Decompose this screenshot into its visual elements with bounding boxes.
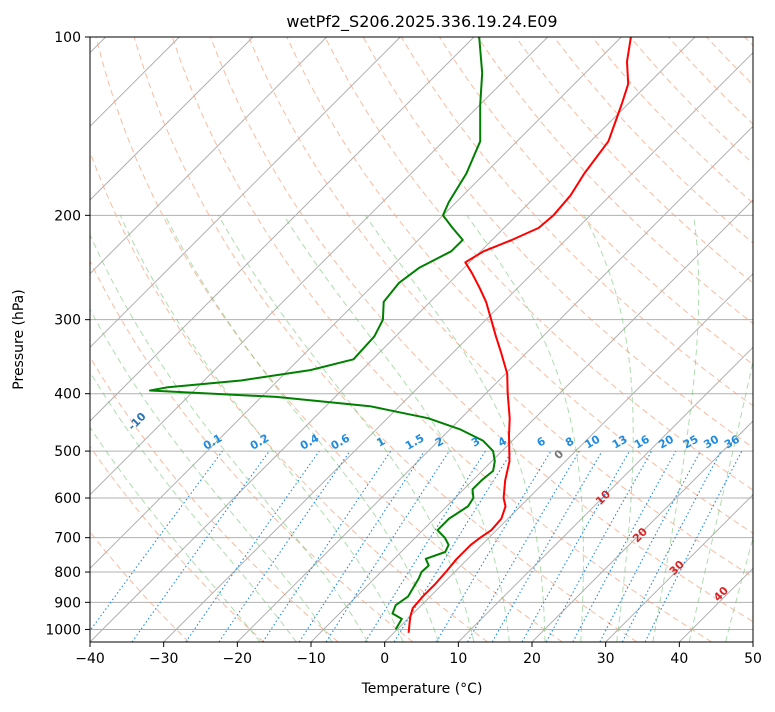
dry-adiabat-line: [554, 37, 775, 642]
dry-adiabat-line: [516, 37, 775, 642]
moist-adiabat-label: 0: [552, 447, 567, 462]
isotherm-gridline: [164, 37, 769, 642]
mixing-ratio-label: 0.6: [329, 431, 353, 452]
mixing-ratio-label: 2: [433, 435, 446, 450]
mixing-ratio-label: 0.1: [201, 432, 224, 453]
dry-adiabat-line: [592, 37, 775, 642]
moist-adiabat-label: 30: [667, 558, 687, 578]
dry-adiabat-line: [707, 37, 775, 642]
moist-adiabat-line: [467, 215, 584, 642]
y-axis-label: Pressure (hPa): [11, 289, 27, 389]
mixing-ratio-line: [219, 451, 350, 642]
dewpoint-profile-line: [150, 37, 495, 629]
y-tick-label: 100: [54, 30, 81, 46]
moist-adiabat-line: [219, 215, 474, 642]
x-axis-label: Temperature (°C): [361, 681, 483, 697]
y-tick-label: 900: [54, 595, 81, 611]
x-tick-label: 40: [670, 651, 688, 667]
mixing-ratio-line: [436, 451, 551, 642]
mixing-ratio-line: [573, 451, 676, 642]
mixing-ratio-line: [299, 451, 424, 642]
isotherm-gridline: [532, 37, 775, 642]
mixing-ratio-label: 16: [632, 432, 652, 451]
mixing-ratio-label: 0.4: [298, 431, 322, 452]
x-tick-label: 50: [744, 651, 762, 667]
dry-adiabat-label: -10: [125, 410, 148, 433]
y-tick-label: 700: [54, 531, 81, 547]
isotherm-gridline: [311, 37, 775, 642]
y-tick-label: 500: [54, 444, 81, 460]
mixing-ratio-label: 4: [496, 434, 509, 449]
y-tick-label: 200: [54, 208, 81, 224]
dry-adiabat-line: [0, 37, 189, 642]
mixing-ratio-line: [600, 451, 701, 642]
mixing-ratio-line: [365, 451, 485, 642]
moist-adiabat-line: [120, 215, 403, 642]
isotherm-gridline: [0, 37, 474, 642]
isotherm-gridline: [753, 37, 775, 642]
x-tick-label: 0: [380, 651, 389, 667]
y-tick-label: 800: [54, 565, 81, 581]
x-tick-label: −30: [149, 651, 179, 667]
isotherm-gridline: [0, 37, 400, 642]
moist-adiabat-line: [726, 215, 775, 642]
mixing-ratio-label: 0.2: [248, 432, 271, 453]
dry-adiabat-line: [134, 37, 637, 642]
dry-adiabat-line: [0, 37, 338, 642]
dry-adiabat-line: [0, 37, 264, 642]
x-tick-label: −40: [75, 651, 105, 667]
mixing-ratio-label: 3: [469, 435, 482, 450]
isotherm-gridline: [0, 37, 253, 642]
y-tick-label: 1000: [45, 622, 81, 638]
isotherm-gridline: [90, 37, 695, 642]
mixing-ratio-line: [263, 451, 391, 642]
mixing-ratio-label: 20: [656, 432, 676, 451]
isotherm-gridline: [237, 37, 775, 642]
isotherm-gridline: [679, 37, 775, 642]
isotherm-gridline: [385, 37, 775, 642]
x-tick-label: 10: [449, 651, 467, 667]
y-tick-label: 600: [54, 491, 81, 507]
isotherm-gridline: [16, 37, 621, 642]
mixing-ratio-label: 6: [535, 434, 548, 449]
moist-adiabat-line: [82, 215, 368, 642]
mixing-ratio-line: [546, 451, 651, 642]
isotherm-gridline: [458, 37, 775, 642]
mixing-ratio-line: [82, 451, 223, 642]
x-tick-label: −20: [223, 651, 253, 667]
x-tick-label: −10: [296, 651, 326, 667]
mixing-ratio-label: 25: [681, 433, 701, 452]
dry-adiabat-line: [20, 37, 413, 642]
y-tick-label: 300: [54, 313, 81, 329]
x-tick-label: 20: [523, 651, 541, 667]
moist-adiabat-label: 40: [711, 584, 731, 604]
dry-adiabat-line: [668, 37, 775, 642]
mixing-ratio-label: 13: [610, 433, 630, 452]
moist-adiabat-line: [689, 215, 775, 642]
mixing-ratio-label: 10: [583, 432, 603, 451]
mixing-ratio-label: 1.5: [403, 432, 426, 453]
x-tick-label: 30: [597, 651, 615, 667]
isotherm-gridline: [0, 37, 327, 642]
y-tick-label: 400: [54, 387, 81, 403]
dry-adiabat-line: [58, 37, 488, 642]
chart-title: wetPf2_S206.2025.336.19.24.E09: [286, 12, 557, 32]
mixing-ratio-label: 30: [701, 432, 721, 451]
mixing-ratio-line: [326, 451, 449, 642]
